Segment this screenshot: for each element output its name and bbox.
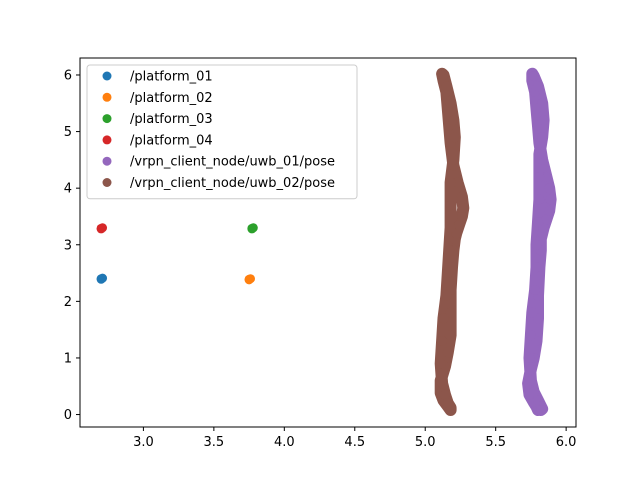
data-point — [541, 171, 552, 182]
data-point — [445, 405, 456, 416]
y-tick-label: 3 — [64, 238, 72, 253]
y-axis: 0 1 2 3 4 5 6 — [64, 68, 80, 423]
data-point — [448, 115, 459, 126]
data-point — [441, 290, 452, 301]
plot-marks — [96, 67, 557, 416]
legend-marker — [102, 178, 112, 187]
x-axis: 3.0 3.5 4.0 4.5 5.0 5.5 6.0 — [133, 427, 576, 450]
legend-label: /vrpn_client_node/uwb_02/pose — [130, 176, 335, 191]
data-point — [441, 81, 452, 92]
legend-marker — [102, 92, 112, 102]
data-point — [531, 262, 542, 273]
data-point — [445, 98, 456, 109]
data-point — [528, 386, 539, 397]
data-point — [96, 224, 106, 234]
data-point — [532, 81, 543, 92]
x-tick-label: 3.5 — [204, 435, 225, 450]
data-point — [535, 405, 546, 416]
data-point — [538, 115, 549, 126]
data-point — [537, 98, 548, 109]
x-tick-label: 4.5 — [344, 435, 365, 450]
data-point — [528, 71, 539, 82]
data-point — [439, 389, 450, 400]
data-point — [445, 200, 456, 211]
data-point — [534, 194, 545, 205]
data-point — [244, 275, 254, 285]
y-tick-label: 2 — [64, 295, 72, 310]
data-point — [544, 183, 555, 194]
data-point — [530, 285, 541, 296]
legend-marker — [102, 135, 112, 145]
x-tick-label: 5.5 — [485, 435, 506, 450]
legend-label: /platform_02 — [130, 91, 213, 106]
legend-label: /vrpn_client_node/uwb_01/pose — [130, 155, 335, 170]
data-point — [437, 378, 448, 389]
data-point — [456, 191, 467, 202]
data-point — [456, 211, 467, 222]
data-point — [525, 330, 536, 341]
data-point — [525, 375, 536, 386]
data-point — [458, 202, 469, 213]
x-tick-label: 3.0 — [133, 435, 154, 450]
data-point — [544, 205, 555, 216]
y-tick-label: 1 — [64, 351, 72, 366]
data-point — [537, 132, 548, 143]
legend-marker — [102, 71, 112, 81]
data-point — [96, 274, 106, 284]
data-point — [442, 268, 453, 279]
data-point — [541, 214, 552, 225]
legend-marker — [102, 156, 112, 166]
y-tick-label: 6 — [64, 68, 72, 83]
plot-frame — [79, 57, 577, 428]
legend-label: /platform_03 — [130, 112, 213, 127]
data-point — [527, 307, 538, 318]
y-tick-label: 0 — [64, 408, 72, 423]
data-point — [532, 217, 543, 228]
data-point — [534, 171, 545, 182]
data-point — [531, 239, 542, 250]
data-point — [437, 335, 448, 346]
data-point — [448, 154, 459, 165]
data-point — [525, 364, 536, 375]
legend-box — [86, 64, 358, 200]
x-tick-label: 5.0 — [415, 435, 436, 450]
data-point — [545, 194, 556, 205]
data-point — [435, 358, 446, 369]
data-point — [444, 245, 455, 256]
data-point — [449, 132, 460, 143]
data-point — [438, 313, 449, 324]
x-tick-label: 4.0 — [274, 435, 295, 450]
data-point — [534, 149, 545, 160]
x-tick-label: 6.0 — [556, 435, 577, 450]
data-point — [445, 177, 456, 188]
data-point — [445, 330, 456, 341]
y-tick-label: 5 — [64, 125, 72, 140]
data-point — [454, 219, 465, 230]
data-point — [524, 352, 535, 363]
data-point — [445, 222, 456, 233]
legend-label: /platform_01 — [130, 70, 213, 85]
legend-marker — [102, 114, 112, 124]
y-tick-label: 4 — [64, 182, 72, 197]
data-point — [438, 69, 449, 80]
data-point — [452, 177, 463, 188]
data-point — [442, 347, 453, 358]
data-point — [445, 307, 456, 318]
legend-label: /platform_04 — [130, 133, 213, 148]
data-point — [247, 224, 257, 234]
legend: /platform_01/platform_02/platform_03/pla… — [86, 64, 358, 200]
